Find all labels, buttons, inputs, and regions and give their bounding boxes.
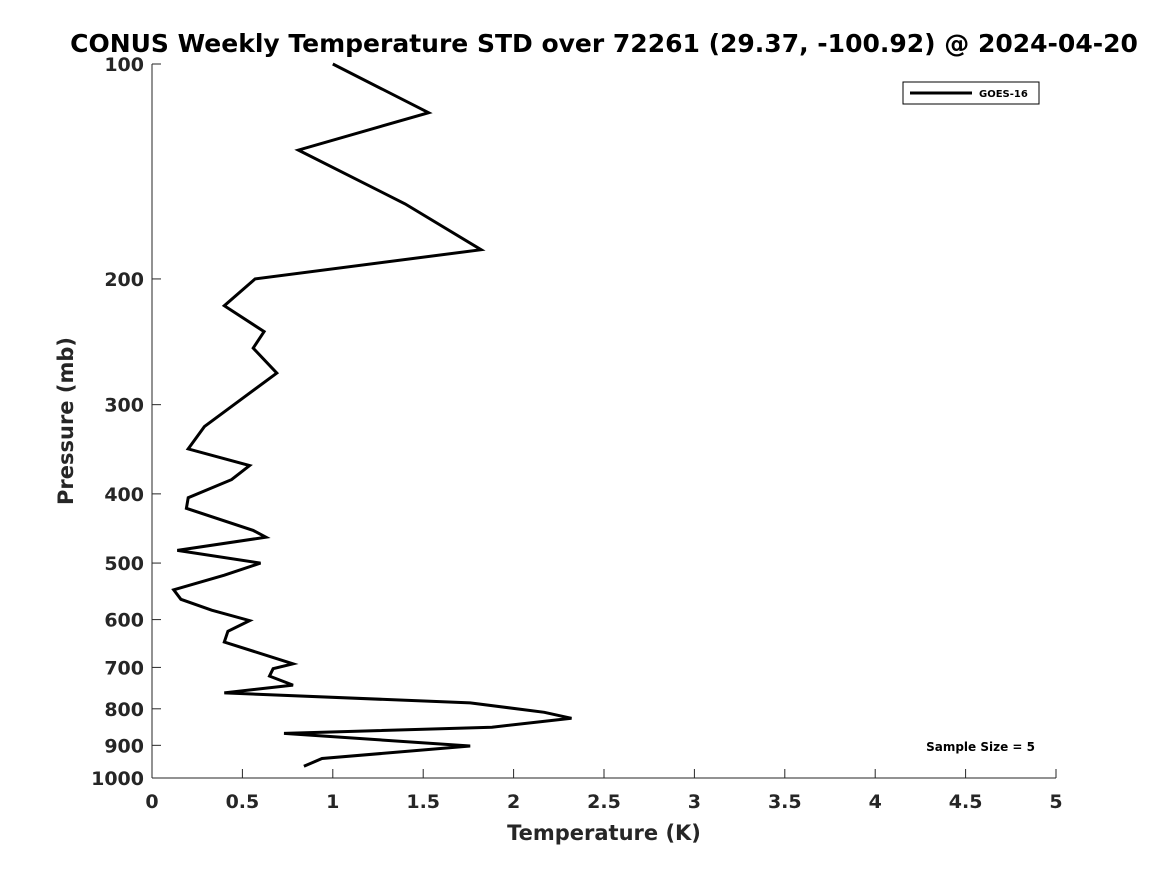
x-tick-label: 2 — [507, 791, 520, 813]
x-ticks: 0 0.5 1 1.5 2 2.5 3 3.5 4 4.5 5 — [145, 769, 1063, 813]
x-tick-label: 1.5 — [406, 791, 440, 813]
y-tick-label: 100 — [104, 54, 144, 76]
y-tick-label: 800 — [104, 699, 144, 721]
x-axis-label: Temperature (K) — [507, 821, 701, 845]
x-tick-label: 4.5 — [949, 791, 983, 813]
x-tick-label: 1 — [326, 791, 339, 813]
y-tick-label: 900 — [104, 735, 144, 757]
y-tick-label: 400 — [104, 484, 144, 506]
x-tick-label: 5 — [1049, 791, 1062, 813]
axes — [151, 64, 1056, 779]
series-line-goes-16 — [171, 62, 572, 768]
x-tick-label: 4 — [869, 791, 882, 813]
x-tick-label: 0.5 — [226, 791, 260, 813]
y-tick-label: 500 — [104, 553, 144, 575]
sample-size-annotation: Sample Size = 5 — [926, 740, 1035, 754]
x-tick-label: 0 — [145, 791, 158, 813]
chart-title: CONUS Weekly Temperature STD over 72261 … — [70, 29, 1138, 58]
legend: GOES-16 — [902, 81, 1040, 105]
y-tick-label: 300 — [104, 395, 144, 417]
y-tick-label: 600 — [104, 610, 144, 632]
y-ticks: 100 200 300 400 500 600 700 800 900 1000 — [91, 54, 161, 790]
y-axis-label: Pressure (mb) — [54, 337, 78, 505]
y-tick-label: 1000 — [91, 768, 144, 790]
y-tick-label: 200 — [104, 269, 144, 291]
x-tick-label: 3 — [688, 791, 701, 813]
x-tick-label: 2.5 — [587, 791, 621, 813]
legend-label-goes-16: GOES-16 — [979, 89, 1028, 100]
y-tick-label: 700 — [104, 657, 144, 679]
x-tick-label: 3.5 — [768, 791, 802, 813]
